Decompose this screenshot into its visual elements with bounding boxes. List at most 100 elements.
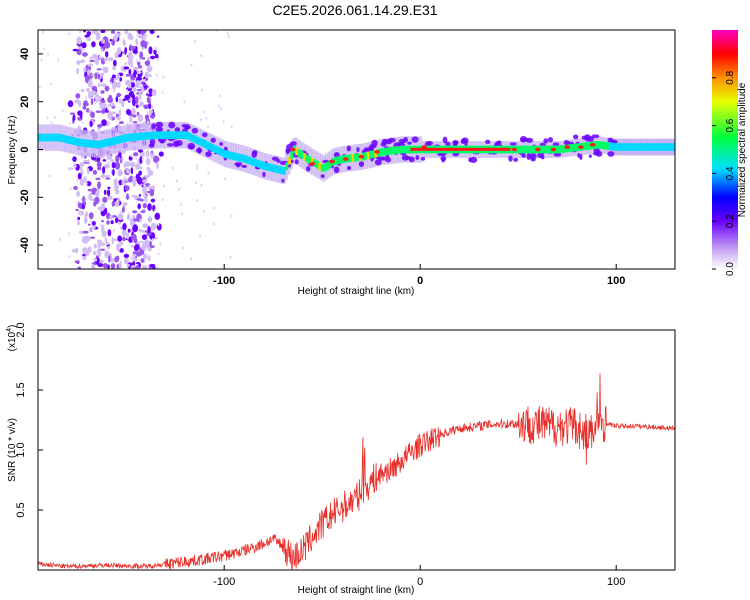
noise-blob <box>130 45 136 50</box>
ridge-core <box>267 163 271 172</box>
noise-blob <box>53 116 56 120</box>
noise-blob <box>150 198 156 203</box>
ridge-blob <box>205 151 212 157</box>
noise-blob <box>132 49 138 54</box>
noise-blob <box>229 256 232 260</box>
noise-blob <box>121 229 127 238</box>
ridge-core <box>152 131 156 140</box>
noise-blob <box>95 255 100 258</box>
ridge-core <box>124 134 128 142</box>
ridge-core <box>277 165 281 174</box>
noise-blob <box>230 125 233 129</box>
ridge-blob <box>442 136 448 144</box>
ridge-blob <box>294 159 299 165</box>
ridge-core <box>147 131 151 140</box>
noise-blob <box>150 55 156 60</box>
noise-blob <box>93 258 98 262</box>
ridge-peak <box>499 147 503 151</box>
snr-ytick-label: 1.5 <box>15 382 27 397</box>
ridge-blob <box>460 138 466 144</box>
noise-blob <box>130 220 134 227</box>
noise-blob <box>144 41 148 49</box>
noise-blob <box>212 222 215 226</box>
ridge-peak <box>504 147 508 151</box>
ridge-core <box>644 143 648 151</box>
noise-blob <box>122 236 126 242</box>
noise-blob <box>122 223 127 231</box>
noise-blob <box>97 263 104 268</box>
spectrogram-ytick-label: -20 <box>19 189 31 205</box>
ridge-core <box>83 139 88 147</box>
ridge-core <box>252 158 256 166</box>
ridge-peak <box>412 147 417 151</box>
noise-blob <box>79 30 82 34</box>
noise-blob <box>76 36 82 45</box>
noise-blob <box>72 48 79 52</box>
noise-blob <box>203 110 206 114</box>
colorbar-label: Normalized spectral amplitude <box>737 82 748 217</box>
ridge-core <box>381 147 386 156</box>
noise-blob <box>149 108 152 116</box>
ridge-core <box>545 145 549 154</box>
ridge-peak <box>458 147 463 151</box>
noise-blob <box>151 238 154 242</box>
ridge-blob <box>241 164 247 168</box>
noise-blob <box>139 240 143 243</box>
noise-blob <box>195 166 198 170</box>
noise-blob <box>181 212 184 216</box>
noise-blob <box>115 96 119 103</box>
noise-blob <box>130 245 135 248</box>
ridge-core <box>236 153 240 162</box>
ridge-core <box>53 133 57 142</box>
colorbar-ticks: 0.0 0.2 0.4 0.6 0.8 <box>712 70 736 276</box>
ridge-core <box>522 145 526 154</box>
noise-blob <box>196 198 199 202</box>
noise-blob <box>67 232 70 236</box>
ridge-blob <box>305 165 311 172</box>
ridge-core <box>175 131 179 139</box>
ridge-blob <box>262 171 266 178</box>
ridge-blob <box>174 127 181 133</box>
noise-blob <box>117 235 123 242</box>
ridge-core <box>137 132 141 141</box>
noise-blob <box>92 170 98 175</box>
snr-ytick-label: 1.0 <box>15 442 27 457</box>
noise-blob <box>135 104 139 109</box>
noise-blob <box>112 65 117 71</box>
noise-blob <box>149 30 155 34</box>
noise-blob <box>82 253 86 257</box>
ridge-core <box>101 139 105 148</box>
ridge-core <box>397 146 401 154</box>
noise-blob <box>154 30 157 33</box>
ridge-core <box>608 142 612 151</box>
noise-blob <box>103 207 108 215</box>
chart-title: C2E5.2026.061.14.29.E31 <box>272 2 438 18</box>
noise-blob <box>82 255 85 259</box>
noise-blob <box>132 224 139 233</box>
ridge-core <box>274 165 279 173</box>
noise-blob <box>100 72 105 77</box>
noise-blob <box>69 187 72 191</box>
noise-blob <box>101 39 106 44</box>
ridge-peak <box>489 147 493 151</box>
noise-blob <box>119 210 122 214</box>
noise-blob <box>69 167 72 171</box>
noise-blob <box>116 47 120 56</box>
noise-blob <box>143 82 146 85</box>
ridge-core <box>45 133 49 142</box>
ridge-core <box>211 144 215 152</box>
noise-blob <box>121 64 124 68</box>
noise-blob <box>137 148 143 153</box>
noise-blob <box>104 250 110 259</box>
ridge-blob <box>184 125 191 130</box>
ridge-core <box>379 148 383 157</box>
ridge-peak <box>484 147 488 151</box>
ridge-core <box>68 136 72 145</box>
noise-blob <box>133 244 140 252</box>
noise-blob <box>162 184 165 188</box>
noise-blob <box>117 116 121 121</box>
ridge-core <box>351 154 355 162</box>
ridge-blob <box>572 134 579 140</box>
ridge-core <box>254 159 258 167</box>
